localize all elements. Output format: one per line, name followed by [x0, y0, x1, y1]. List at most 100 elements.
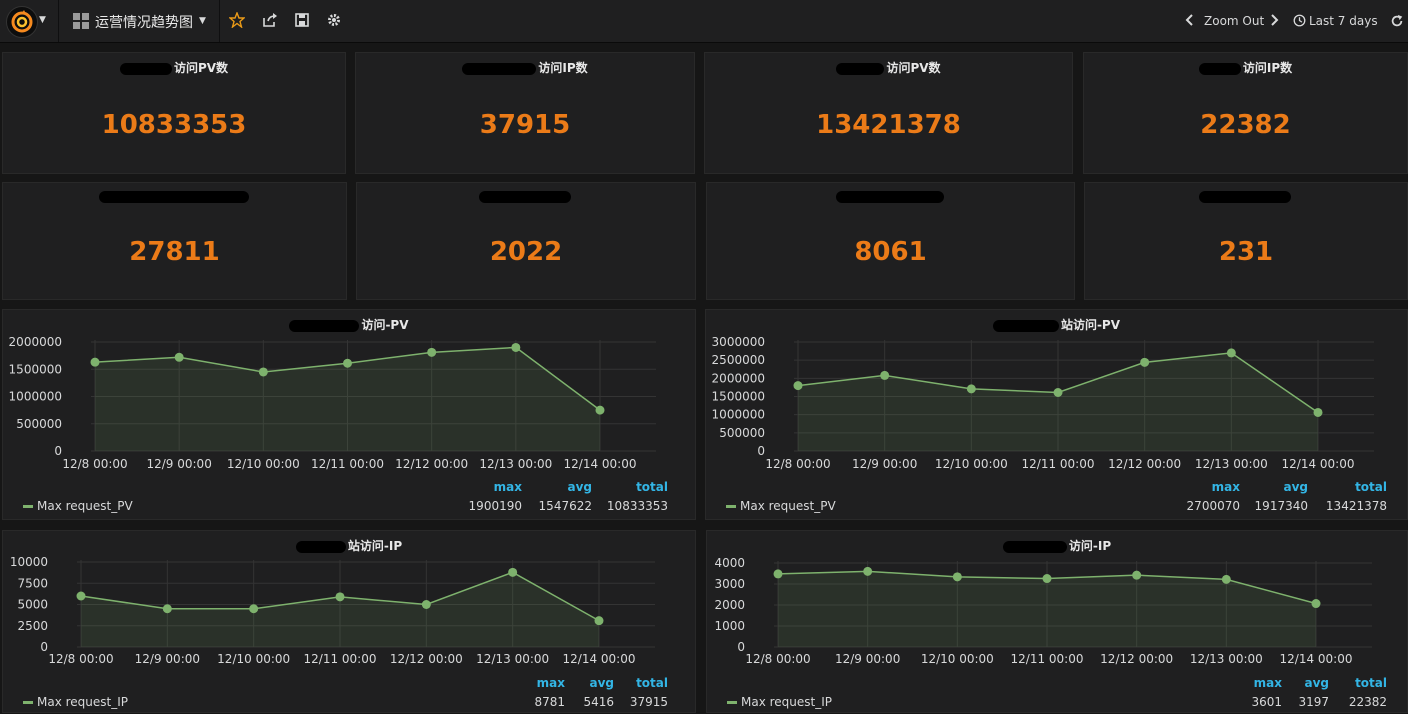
grafana-logo-icon — [6, 6, 38, 38]
data-point — [427, 347, 437, 357]
chevron-right-icon[interactable] — [1266, 12, 1282, 28]
legend-header-total[interactable]: total — [1355, 676, 1387, 690]
legend-value-avg: 5416 — [583, 695, 614, 709]
stat-panel: 访问IP数 22382 — [1083, 52, 1408, 174]
panel-title — [1085, 189, 1407, 203]
series-area — [81, 572, 599, 647]
data-point — [511, 342, 521, 352]
legend-series[interactable]: Max request_IP — [727, 695, 832, 709]
x-tick-label: 12/8 00:00 — [62, 457, 127, 471]
data-point — [595, 405, 605, 415]
data-point — [1221, 574, 1231, 584]
data-point — [90, 357, 100, 367]
redacted-text — [992, 319, 1059, 332]
panel-title: 站访问-PV — [706, 316, 1407, 333]
chevron-down-icon: ▼ — [199, 16, 206, 26]
x-tick-label: 12/14 00:00 — [563, 652, 636, 666]
y-tick-label: 0 — [54, 444, 62, 458]
panel-title: 访问PV数 — [3, 59, 345, 76]
data-point — [76, 591, 86, 601]
y-tick-label: 0 — [40, 640, 48, 654]
legend-series[interactable]: Max request_PV — [726, 499, 836, 513]
legend-value-max: 3601 — [1251, 695, 1282, 709]
x-tick-label: 12/13 00:00 — [1190, 652, 1263, 666]
legend-header-avg[interactable]: avg — [1283, 480, 1308, 494]
graph-panel: 访问-PV 0 500000 1000000 1500000 2000000 12/8 0… — [2, 309, 696, 520]
y-tick-label: 2000000 — [712, 371, 765, 385]
series-area — [778, 571, 1316, 647]
x-tick-label: 12/13 00:00 — [476, 652, 549, 666]
x-tick-label: 12/8 00:00 — [745, 652, 810, 666]
legend-header-avg[interactable]: avg — [1304, 676, 1329, 690]
redacted-text — [836, 62, 885, 75]
panel-title: 访问PV数 — [705, 59, 1072, 76]
legend-value-total: 10833353 — [606, 499, 668, 513]
save-icon[interactable] — [294, 12, 310, 28]
dashboard-title: 运营情况趋势图 — [95, 15, 193, 31]
y-tick-label: 3000000 — [712, 335, 765, 349]
legend-series-name: Max request_IP — [741, 695, 833, 709]
x-tick-label: 12/9 00:00 — [852, 457, 917, 471]
legend-value-total: 37915 — [629, 695, 668, 709]
stat-value: 10833353 — [101, 110, 247, 140]
data-point — [880, 370, 890, 380]
share-icon[interactable] — [262, 12, 278, 28]
legend-header-avg[interactable]: avg — [567, 480, 592, 494]
y-tick-label: 3000 — [714, 577, 745, 591]
x-tick-label: 12/12 00:00 — [390, 652, 463, 666]
x-tick-label: 12/10 00:00 — [227, 457, 300, 471]
chevron-left-icon[interactable] — [1182, 12, 1198, 28]
legend-header-max[interactable]: max — [1253, 676, 1282, 690]
data-point — [1311, 599, 1321, 609]
stat-value: 231 — [1218, 237, 1274, 267]
y-tick-label: 10000 — [10, 555, 48, 569]
panel-title-text: 访问-IP — [1068, 539, 1112, 553]
stat-value: 13421378 — [816, 110, 961, 140]
line-chart[interactable]: 0 500000 1000000 1500000 2000000 2500000 30000… — [706, 310, 1408, 521]
data-point — [421, 600, 431, 609]
line-chart[interactable]: 0 1000 2000 3000 4000 12/8 00:00 12/9 00:00 12/… — [707, 531, 1408, 714]
redacted-text — [1002, 540, 1067, 553]
x-tick-label: 12/14 00:00 — [1282, 457, 1355, 471]
legend-header-avg[interactable]: avg — [589, 676, 614, 690]
legend-series[interactable]: Max request_IP — [23, 695, 128, 709]
legend-header-max[interactable]: max — [493, 480, 522, 494]
x-tick-label: 12/8 00:00 — [765, 457, 830, 471]
x-tick-label: 12/9 00:00 — [835, 652, 900, 666]
redacted-text — [462, 62, 537, 75]
legend-header-max[interactable]: max — [1211, 480, 1240, 494]
y-tick-label: 2500 — [17, 619, 48, 633]
zoom-out-button[interactable]: Zoom Out — [1204, 14, 1265, 28]
line-chart[interactable]: 0 500000 1000000 1500000 2000000 12/8 00:00 12… — [3, 310, 697, 521]
gear-icon[interactable] — [326, 12, 342, 28]
star-icon[interactable] — [229, 12, 245, 28]
legend-header-total[interactable]: total — [636, 676, 668, 690]
dashboard-picker[interactable]: 运营情况趋势图 ▼ — [59, 0, 220, 42]
y-tick-label: 500000 — [16, 417, 62, 431]
legend-header-total[interactable]: total — [636, 480, 668, 494]
x-tick-label: 12/14 00:00 — [564, 457, 637, 471]
panel-title — [357, 189, 695, 203]
legend-header-max[interactable]: max — [536, 676, 565, 690]
line-chart[interactable]: 0 2500 5000 7500 10000 12/8 00:00 12/9 00:00 12… — [3, 531, 697, 714]
data-point — [508, 567, 518, 577]
x-tick-label: 12/11 00:00 — [1011, 652, 1084, 666]
refresh-icon[interactable] — [1390, 14, 1404, 28]
legend-value-total: 13421378 — [1325, 499, 1387, 513]
x-tick-label: 12/13 00:00 — [479, 457, 552, 471]
stat-panel: 8061 — [706, 182, 1075, 300]
stat-panel: 访问PV数 13421378 — [704, 52, 1073, 174]
x-tick-label: 12/8 00:00 — [48, 652, 113, 666]
legend-series[interactable]: Max request_PV — [23, 499, 133, 513]
graph-panel: 站访问-PV 0 500000 1000000 1500000 2000000 25000… — [705, 309, 1408, 520]
x-tick-label: 12/10 00:00 — [217, 652, 290, 666]
chevron-down-icon: ▼ — [39, 15, 46, 25]
data-point — [249, 604, 259, 614]
data-point — [1313, 407, 1323, 417]
grafana-menu-button[interactable]: ▼ — [0, 0, 59, 42]
time-range-picker[interactable]: Last 7 days — [1309, 14, 1378, 28]
redacted-text — [835, 190, 944, 203]
legend-value-max: 2700070 — [1186, 499, 1240, 513]
legend-header-total[interactable]: total — [1355, 480, 1387, 494]
x-tick-label: 12/9 00:00 — [135, 652, 200, 666]
